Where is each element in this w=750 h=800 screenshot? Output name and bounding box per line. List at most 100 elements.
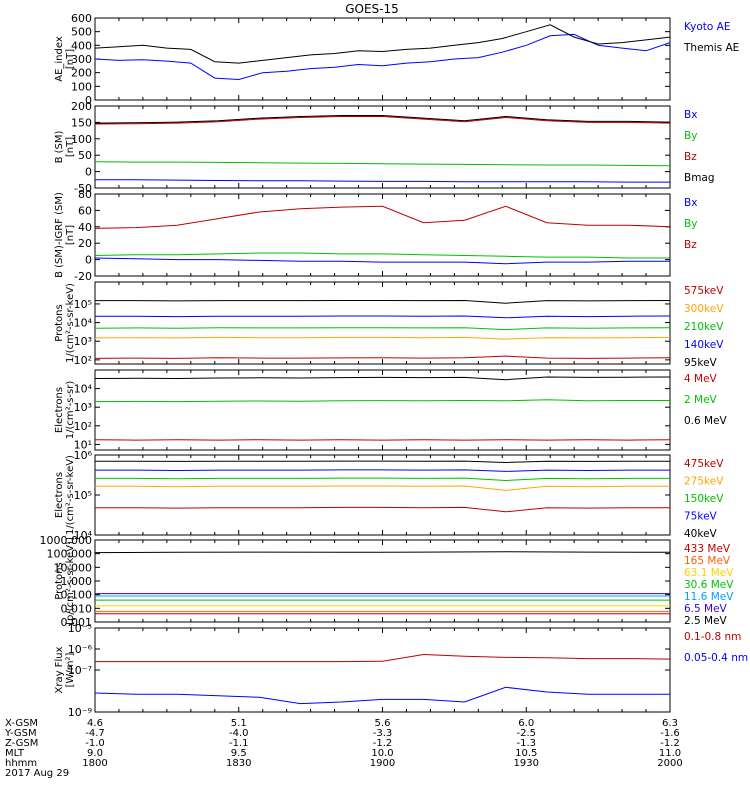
y-tick-label: 10¹	[74, 438, 92, 451]
y-tick-label: 10⁴	[74, 317, 93, 330]
legend-entry: Kyoto AE	[684, 21, 730, 33]
y-tick-label: 1000.000	[40, 534, 93, 547]
panel-frame	[94, 105, 671, 189]
legend-entry: 0.05-0.4 nm	[684, 652, 748, 664]
series-line-themis-ae	[94, 24, 671, 64]
series-line-0-6-mev	[94, 376, 671, 381]
legend-entry: By	[684, 218, 697, 230]
x-row-value: -1.3	[516, 738, 536, 749]
x-row-value: 1830	[226, 758, 251, 769]
legend-entry: 433 MeV	[684, 543, 731, 555]
series-line-150kev	[95, 477, 670, 482]
y-tick-label: 0.001	[61, 616, 93, 629]
y-tick-label: 10³	[74, 401, 92, 414]
x-row-label: MLT	[5, 748, 25, 759]
y-tick-label: -50	[74, 182, 92, 195]
y-tick-label: 300	[71, 53, 92, 66]
series-line-95kev	[95, 299, 671, 304]
panel-protons_mev: 0.0010.0100.1001.00010.000100.0001000.00…	[40, 534, 735, 629]
panel-frame	[94, 281, 671, 365]
y-tick-label: 200	[71, 67, 92, 80]
y-tick-label: 10⁻⁷	[68, 664, 92, 677]
y-tick-label: 10⁻⁵	[68, 622, 92, 635]
x-row-value: -4.0	[229, 728, 249, 739]
legend-entry: 75keV	[684, 511, 718, 523]
y-tick-label: 100	[71, 80, 92, 93]
y-tick-label: 400	[71, 39, 92, 52]
y-tick-label: 0	[85, 94, 92, 107]
y-tick-label: 600	[71, 12, 92, 25]
series-line-40kev	[95, 460, 670, 464]
y-tick-label: 10⁻⁹	[68, 706, 92, 719]
panel-frame	[94, 17, 671, 101]
panel-frame	[94, 454, 671, 536]
y-tick-label: 200	[71, 100, 92, 113]
y-axis-label: Xray Flux	[54, 646, 65, 693]
x-row-value: -1.2	[373, 738, 393, 749]
x-row-value: -2.5	[516, 728, 536, 739]
series-line-kyoto-ae	[94, 33, 671, 81]
legend-entry: 2.5 MeV	[684, 615, 728, 627]
y-tick-label: 80	[78, 188, 92, 201]
panel-electrons_kev: 10⁴ 10⁵ 10⁶ Electrons 1/(cm²-s-sr-keV) 475keV…	[54, 449, 724, 542]
x-row-value: -1.2	[660, 738, 680, 749]
y-axis-label: [nT]	[65, 225, 76, 245]
y-tick-label: 1.000	[61, 575, 93, 588]
series-line-bz	[94, 205, 671, 229]
y-axis-label: B (SM)	[54, 130, 65, 163]
y-axis-label: [p/(cm²-s-sr-keV)]	[65, 537, 76, 625]
panel-frame	[94, 369, 671, 451]
y-tick-label: 10⁵	[74, 489, 92, 502]
series-line-0-1-0-8-nm	[95, 653, 671, 663]
legend-entry: 11.6 MeV	[684, 591, 734, 603]
legend-entry: 300keV	[684, 303, 724, 315]
x-row-value: 4.6	[87, 718, 103, 729]
y-tick-label: 0.010	[61, 602, 93, 615]
x-row-value: 6.0	[518, 718, 534, 729]
y-tick-label: 10⁵	[74, 298, 92, 311]
y-axis-label: B (SM)-IGRF (SM)	[54, 192, 65, 278]
y-tick-label: 0.100	[61, 589, 93, 602]
x-row-value: -1.0	[85, 738, 105, 749]
y-tick-label: 10.000	[54, 561, 93, 574]
x-row-value: 2000	[657, 758, 682, 769]
x-row-label: hhmm	[5, 758, 37, 769]
legend-entry: Bz	[684, 151, 697, 163]
x-row-value: 10.5	[515, 748, 537, 759]
x-row-label: X-GSM	[5, 718, 38, 729]
legend-entry: 275keV	[684, 476, 724, 488]
x-row-value: -1.1	[229, 738, 249, 749]
y-tick-label: 50	[78, 149, 92, 162]
y-tick-label: 10⁴	[74, 383, 93, 396]
x-row-value: 5.1	[231, 718, 247, 729]
series-line-2-5-mev	[94, 551, 671, 554]
x-row-value: -3.3	[373, 728, 393, 739]
x-row-value: 9.0	[87, 748, 103, 759]
legend-entry: Themis AE	[683, 42, 739, 54]
legend-entry: 63.1 MeV	[684, 567, 734, 579]
y-axis-label: [nT]	[65, 137, 76, 157]
y-tick-label: 10²	[74, 420, 92, 433]
series-line-75kev	[95, 469, 670, 472]
legend-entry: 30.6 MeV	[684, 579, 734, 591]
y-axis-label: Electrons	[54, 387, 65, 433]
legend-entry: Bx	[684, 109, 697, 121]
y-tick-label: 10³	[74, 335, 92, 348]
y-axis-label: 1/(cm²-s-sr-keV)	[65, 283, 76, 363]
x-row-value: 10.0	[371, 748, 393, 759]
y-axis-label: AE_index	[54, 36, 65, 82]
y-tick-label: 20	[78, 237, 92, 250]
series-line-bmag	[94, 115, 671, 124]
legend-entry: 165 MeV	[684, 555, 731, 567]
y-tick-label: 40	[78, 221, 92, 234]
legend-entry: 475keV	[684, 458, 724, 470]
x-row-value: 5.6	[375, 718, 391, 729]
y-axis-label: Electrons	[54, 472, 65, 518]
series-line-bx	[94, 257, 670, 265]
panel-xray: 10⁻⁵ 10⁻⁷ 10⁻⁶ 10⁻⁹ Xray Flux [W/m²] 0.1-0.8 n…	[54, 622, 748, 719]
y-tick-label: 60	[78, 204, 92, 217]
x-row-value: 6.3	[662, 718, 678, 729]
series-line-by	[94, 161, 671, 167]
